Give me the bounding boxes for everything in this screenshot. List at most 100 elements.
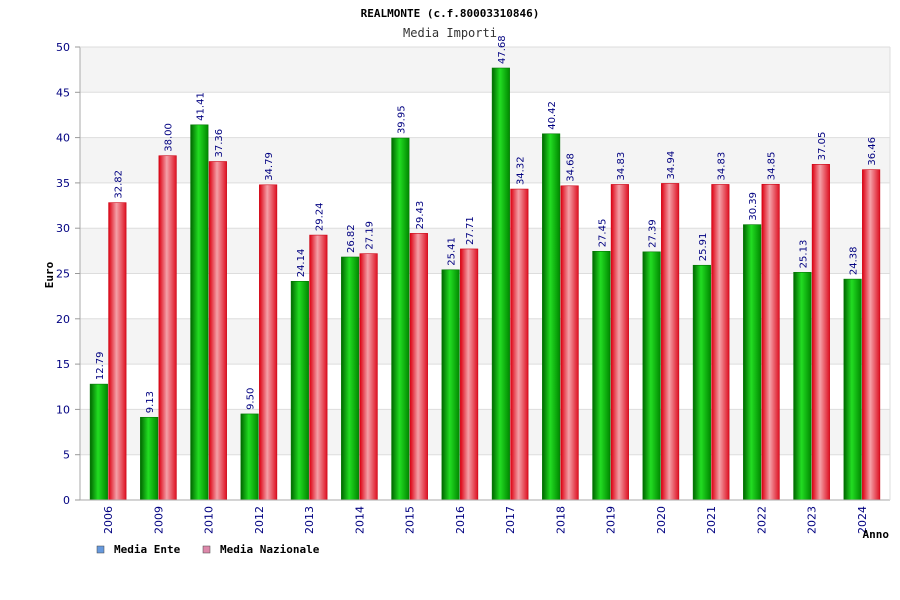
data-label: 30.39 [748, 192, 759, 221]
x-tick-label: 2009 [152, 506, 165, 534]
bar-media-nazionale-2013 [309, 234, 328, 501]
bar-media-ente-2019 [592, 251, 611, 501]
chart-subtitle: Media Importi [403, 26, 497, 40]
bar-media-nazionale-2019 [610, 184, 629, 501]
data-label: 34.79 [264, 152, 275, 181]
bar-media-ente-2009 [140, 416, 159, 501]
y-tick-label: 35 [56, 177, 70, 190]
chart-title: REALMONTE (c.f.80003310846) [361, 7, 540, 20]
bar-media-nazionale-2006 [108, 202, 127, 501]
bar-media-ente-2024 [843, 278, 862, 501]
x-tick-label: 2020 [655, 506, 668, 534]
y-tick-label: 20 [56, 313, 70, 326]
bar-media-ente-2017 [491, 67, 510, 501]
bar-media-nazionale-2016 [460, 248, 479, 501]
data-label: 25.41 [447, 237, 458, 266]
x-tick-label: 2006 [102, 506, 115, 534]
data-label: 27.45 [597, 219, 608, 248]
x-axis-label: Anno [863, 528, 890, 541]
data-label: 27.19 [365, 221, 376, 250]
data-label: 39.95 [396, 105, 407, 134]
x-tick-label: 2017 [504, 506, 517, 534]
bar-media-ente-2012 [240, 413, 259, 501]
data-label: 34.94 [666, 151, 677, 180]
y-tick-label: 5 [63, 449, 70, 462]
data-label: 34.83 [616, 152, 627, 181]
data-label: 24.38 [849, 246, 860, 275]
data-label: 34.32 [515, 156, 526, 185]
y-ticks: 0 5 10 15 20 25 30 35 40 45 50 [56, 41, 80, 507]
bar-media-nazionale-2018 [560, 185, 579, 501]
data-label: 9.13 [145, 391, 156, 413]
x-tick-label: 2018 [554, 506, 567, 534]
bar-media-ente-2023 [793, 272, 812, 501]
bar-media-nazionale-2017 [510, 188, 529, 501]
legend-label-media-nazionale: Media Nazionale [220, 543, 320, 556]
data-label: 24.14 [296, 249, 307, 278]
x-tick-label: 2023 [806, 506, 819, 534]
x-tick-label: 2015 [404, 506, 417, 534]
bar-media-nazionale-2021 [711, 184, 730, 501]
x-tick-label: 2019 [605, 506, 618, 534]
bar-media-ente-2013 [290, 280, 309, 501]
y-tick-label: 10 [56, 403, 70, 416]
bar-media-ente-2015 [391, 137, 410, 501]
data-label: 25.91 [698, 233, 709, 262]
y-tick-label: 40 [56, 132, 70, 145]
x-tick-label: 2012 [253, 506, 266, 534]
data-label: 34.85 [767, 152, 778, 181]
data-label: 26.82 [346, 224, 357, 253]
x-tick-label: 2024 [856, 506, 869, 534]
x-tick-label: 2013 [303, 506, 316, 534]
bar-media-ente-2018 [542, 133, 561, 501]
bar-media-ente-2021 [692, 264, 711, 501]
bar-media-ente-2016 [441, 269, 460, 501]
legend-label-media-ente: Media Ente [114, 543, 181, 556]
data-label: 38.00 [164, 123, 175, 152]
grid-band [80, 47, 890, 93]
y-tick-label: 45 [56, 86, 70, 99]
bars [89, 67, 881, 501]
legend-swatch-media-ente [96, 545, 105, 554]
bar-media-nazionale-2023 [811, 164, 830, 501]
bar-media-ente-2014 [341, 256, 360, 501]
bar-media-nazionale-2024 [862, 169, 881, 501]
data-label: 29.43 [415, 201, 426, 230]
bar-media-nazionale-2014 [359, 253, 378, 501]
data-label: 36.46 [867, 137, 878, 166]
data-label: 32.82 [113, 170, 124, 199]
data-label: 29.24 [314, 202, 325, 231]
y-tick-label: 15 [56, 358, 70, 371]
legend-swatch-media-nazionale [202, 545, 211, 554]
x-tick-label: 2014 [353, 506, 366, 534]
data-label: 37.05 [817, 132, 828, 161]
x-tick-label: 2022 [755, 506, 768, 534]
bar-media-ente-2006 [89, 383, 108, 501]
y-axis-label: Euro [43, 261, 56, 288]
data-label: 41.41 [195, 92, 206, 121]
x-tick-label: 2016 [454, 506, 467, 534]
data-label: 40.42 [547, 101, 558, 130]
bar-media-nazionale-2015 [409, 233, 428, 501]
data-label: 25.13 [798, 240, 809, 269]
data-label: 34.68 [566, 153, 577, 182]
y-tick-label: 30 [56, 222, 70, 235]
data-label: 27.39 [648, 219, 659, 248]
y-tick-label: 0 [63, 494, 70, 507]
y-tick-label: 50 [56, 41, 70, 54]
y-tick-label: 25 [56, 268, 70, 281]
data-labels: 12.79 32.82 9.13 38.00 41.41 37.36 9.50 34.79 24… [95, 35, 878, 413]
legend: Media Ente Media Nazionale [96, 543, 320, 556]
bar-media-ente-2022 [743, 224, 762, 501]
bar-media-nazionale-2009 [158, 155, 177, 501]
data-label: 12.79 [95, 351, 106, 380]
bar-media-nazionale-2012 [259, 184, 278, 501]
x-tick-label: 2021 [705, 506, 718, 534]
bar-media-ente-2010 [190, 124, 209, 501]
x-tick-label: 2010 [203, 506, 216, 534]
x-ticks: 2006 2009 2010 2012 2013 2014 2015 2016 2017 2018… [102, 506, 869, 534]
data-label: 27.71 [465, 216, 476, 245]
bar-media-ente-2020 [642, 251, 661, 501]
data-label: 34.83 [716, 152, 727, 181]
